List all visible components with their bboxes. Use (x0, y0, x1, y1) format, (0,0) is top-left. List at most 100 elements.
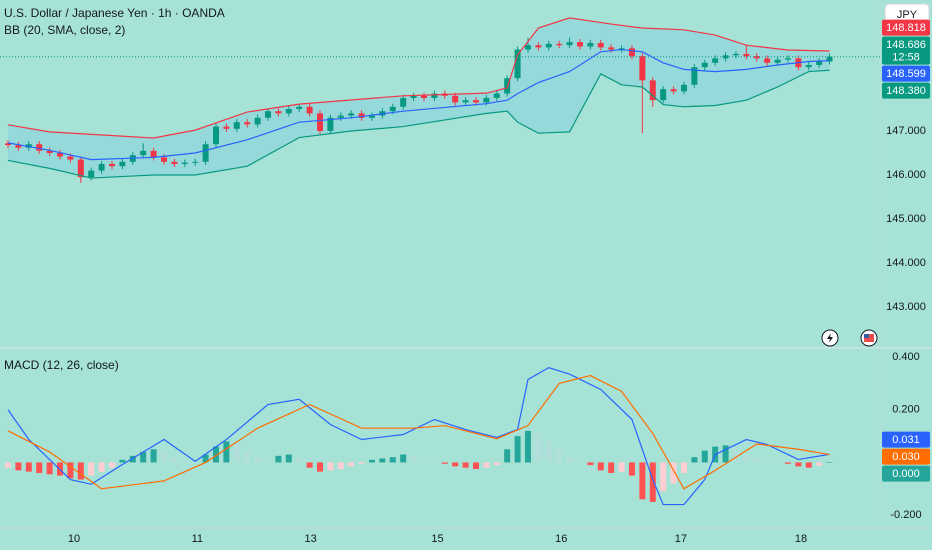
candle-body (587, 42, 594, 47)
candle-body (826, 56, 833, 62)
candle-body (25, 144, 32, 148)
histogram-bar (410, 455, 417, 463)
histogram-bar (452, 462, 459, 467)
histogram-bar (212, 446, 219, 463)
candle-body (462, 100, 469, 103)
candle-body (732, 53, 739, 56)
series-line (7, 374, 830, 490)
histogram-bar (618, 462, 625, 472)
price-tag-box (882, 19, 930, 36)
candle-body (701, 62, 708, 68)
candle-body (171, 161, 178, 164)
price-tag: 148.599 (882, 65, 930, 82)
candle-body (109, 163, 116, 167)
histogram-bar (337, 462, 344, 470)
candle-body (57, 152, 64, 157)
histogram-bar (587, 462, 594, 466)
candle-body (275, 111, 282, 114)
price-tag: 0.000 (882, 465, 930, 482)
histogram-bar (171, 457, 178, 463)
price-tag-box (882, 465, 930, 482)
histogram-bar (77, 462, 84, 480)
candle-body (5, 143, 12, 146)
histogram-bar (244, 451, 251, 463)
button-label[interactable]: JPY (897, 9, 918, 21)
candle-body (98, 163, 105, 171)
price-tag-box (882, 65, 930, 82)
candle-body (483, 97, 490, 103)
candle-body (358, 113, 365, 118)
histogram-bar (774, 461, 781, 463)
histogram-bar (233, 444, 240, 463)
histogram-bar (348, 462, 355, 467)
candle-body (15, 145, 22, 148)
event-icons (821, 329, 878, 347)
candle-body (181, 162, 188, 164)
histogram-bar (556, 449, 563, 463)
candle-body (410, 95, 417, 98)
y-tick-label: 144.000 (886, 257, 926, 269)
candle-body (649, 80, 656, 101)
histogram-bar (514, 436, 521, 463)
price-tag-box (882, 82, 930, 99)
histogram-bar (264, 459, 271, 463)
price-tag-label: 148.599 (886, 68, 926, 80)
candle-body (77, 159, 84, 178)
candle-body (202, 144, 209, 162)
y-tick-label: -0.200 (890, 509, 921, 521)
histogram-bar (462, 462, 469, 468)
histogram-bar (472, 462, 479, 470)
histogram-bar (316, 462, 323, 472)
histogram-bar (608, 462, 615, 473)
candle-body (160, 157, 167, 162)
histogram-bar (202, 454, 209, 463)
candle-body (452, 95, 459, 103)
histogram-bar (160, 451, 167, 463)
candle-body (223, 126, 230, 129)
histogram-bar (576, 461, 583, 463)
histogram-bar (275, 455, 282, 463)
histogram-bar (670, 462, 677, 484)
histogram-bar (628, 462, 635, 476)
x-tick-label: 17 (675, 533, 687, 545)
candle-body (535, 45, 542, 48)
candle-body (46, 150, 53, 153)
histogram-bar (296, 457, 303, 463)
histogram-bar (483, 462, 490, 468)
candle-body (556, 43, 563, 46)
candle-body (524, 45, 531, 50)
histogram-bar (254, 457, 261, 463)
histogram-bar (639, 462, 646, 500)
candle-body (618, 48, 625, 50)
candle-body (306, 106, 313, 114)
histogram-bar (15, 462, 22, 471)
candle-body (212, 126, 219, 145)
candle-body (316, 113, 323, 131)
histogram-bar (88, 462, 95, 476)
histogram-bar (358, 462, 365, 464)
candle-body (368, 115, 375, 118)
x-tick-label: 18 (795, 533, 807, 545)
histogram-bar (379, 458, 386, 463)
histogram-bar (753, 457, 760, 463)
histogram-bar (140, 451, 147, 463)
price-tag-label: 0.030 (892, 451, 920, 463)
candle-body (743, 53, 750, 57)
candle-body (327, 117, 334, 131)
histogram-bar (368, 459, 375, 463)
candle-body (722, 55, 729, 59)
price-tag-box (882, 431, 930, 448)
histogram-bar (306, 462, 313, 468)
candle-body (296, 106, 303, 109)
histogram-bar (67, 462, 74, 479)
candle-body (680, 84, 687, 92)
histogram-bar (784, 462, 791, 464)
price-tag: 148.380 (882, 82, 930, 99)
candle-body (244, 122, 251, 125)
x-tick-label: 10 (68, 533, 80, 545)
price-tag-label: 0.000 (892, 468, 920, 480)
candle-body (545, 43, 552, 48)
series-line (7, 17, 830, 139)
candle-body (264, 111, 271, 118)
